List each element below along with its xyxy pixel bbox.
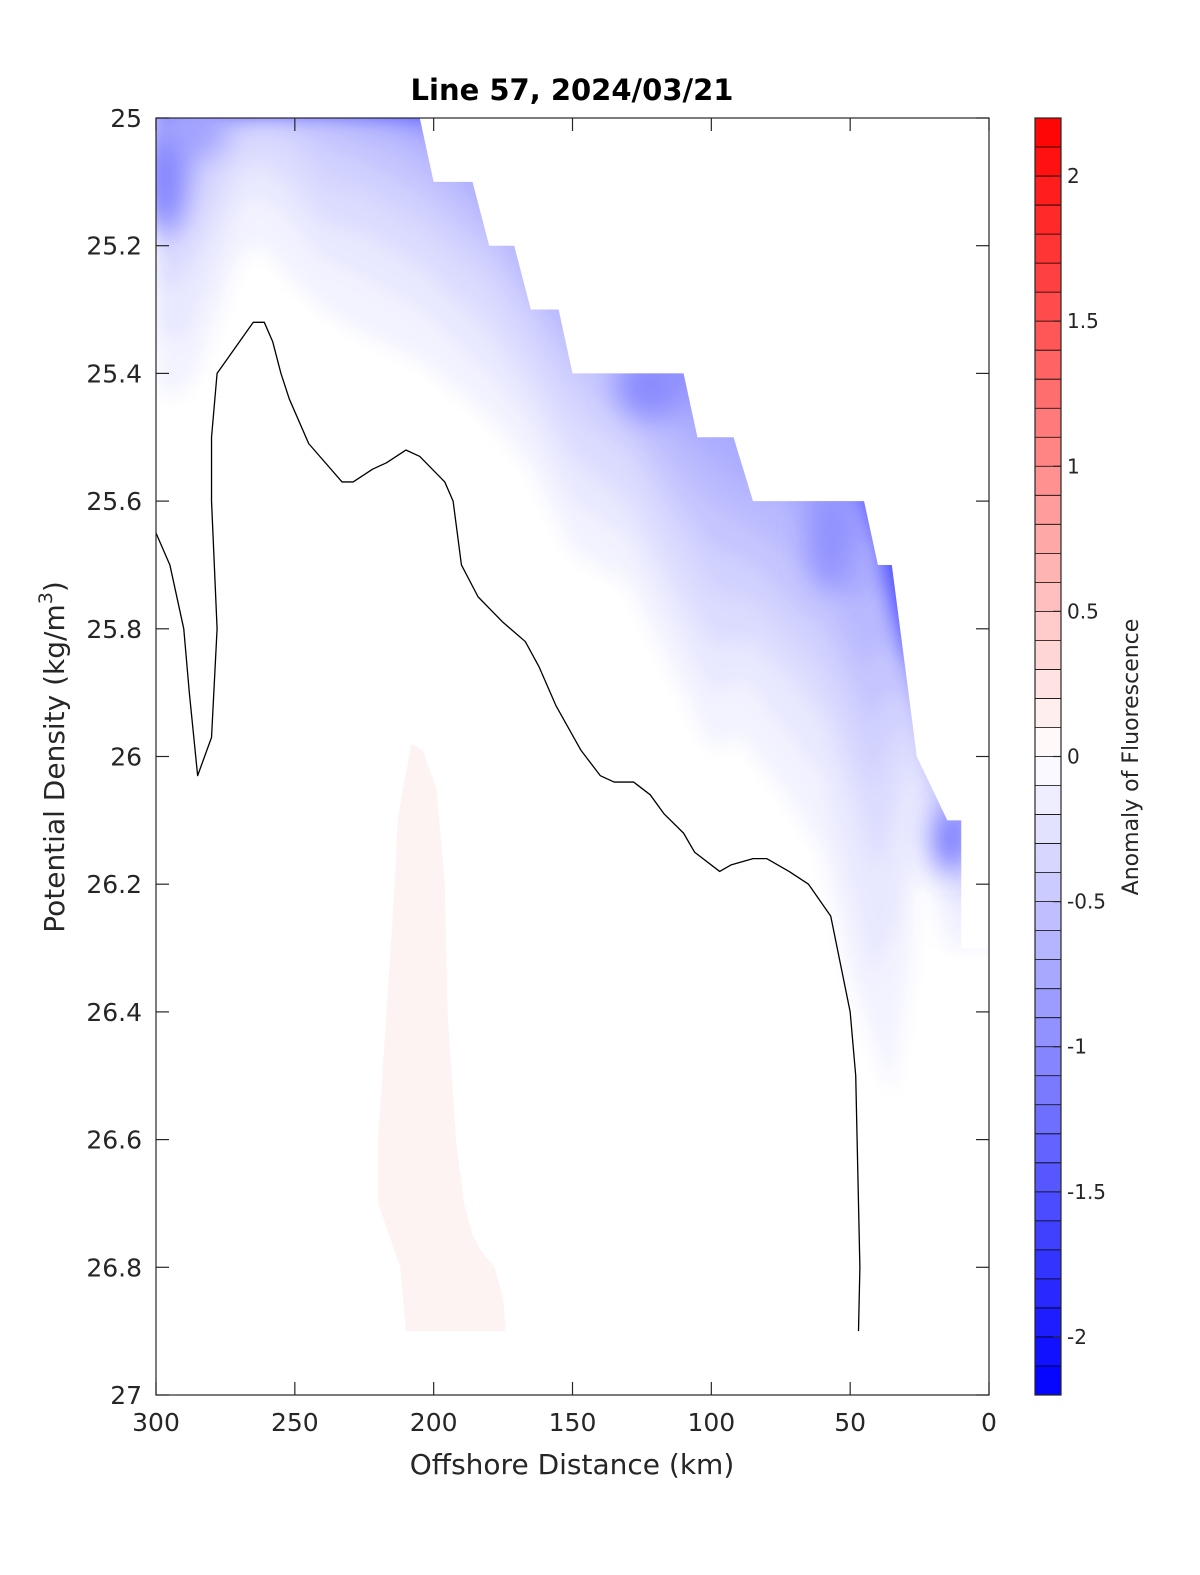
colorbar-tick-label: -2 (1067, 1325, 1087, 1349)
colorbar-swatch (1035, 988, 1061, 1019)
colorbar-swatch (1035, 640, 1061, 670)
x-tick-label: 50 (834, 1408, 866, 1437)
colorbar-tick-label: -0.5 (1067, 890, 1106, 914)
y-tick-label: 25 (110, 104, 142, 133)
colorbar-swatch (1035, 524, 1061, 554)
colorbar-swatch (1035, 147, 1061, 177)
colorbar-tick-label: -1 (1067, 1035, 1087, 1059)
y-tick-label: 26.8 (86, 1253, 142, 1282)
colorbar-swatch (1035, 872, 1061, 902)
colorbar-swatch (1035, 379, 1061, 409)
colorbar-swatch (1035, 466, 1061, 496)
y-axis-label: Potential Density (kg/m3) (35, 581, 71, 933)
colorbar-swatch (1035, 1220, 1061, 1251)
x-tick-label: 150 (549, 1408, 597, 1437)
colorbar-label: Anomaly of Fluorescence (1119, 619, 1144, 896)
colorbar-swatch (1035, 930, 1061, 960)
colorbar-swatch (1035, 437, 1061, 467)
colorbar-swatch (1035, 495, 1061, 525)
colorbar-swatch (1035, 1249, 1061, 1280)
minimum-spot-4 (936, 807, 965, 872)
colorbar-swatch (1035, 843, 1061, 873)
colorbar-tick-label: -1.5 (1067, 1180, 1106, 1204)
colorbar-swatch (1035, 1104, 1061, 1135)
colorbar-swatch (1035, 553, 1061, 583)
colorbar-swatch (1035, 582, 1061, 612)
colorbar-swatch (1035, 611, 1061, 641)
colorbar-tick-label: 2 (1067, 164, 1080, 188)
y-tick-label: 26.2 (86, 870, 142, 899)
x-tick-label: 200 (410, 1408, 458, 1437)
colorbar-swatch (1035, 1075, 1061, 1106)
colorbar-swatch (1035, 1336, 1061, 1367)
colorbar-swatch (1035, 1133, 1061, 1164)
x-tick-label: 100 (687, 1408, 735, 1437)
y-tick-label: 26 (110, 743, 142, 772)
y-tick-label: 25.8 (86, 615, 142, 644)
colorbar-swatch (1035, 1191, 1061, 1222)
colorbar-swatch (1035, 408, 1061, 438)
x-tick-label: 250 (271, 1408, 319, 1437)
colorbar-ticks: -2 -1.5 -1 -0.5 0 0.5 1 1.5 2 (1053, 164, 1106, 1349)
x-axis: 300 250 200 150 100 50 0 (132, 118, 997, 1437)
colorbar-swatch (1035, 1307, 1061, 1338)
colorbar-swatch (1035, 1162, 1061, 1193)
y-tick-label: 26.4 (86, 998, 142, 1027)
y-tick-label: 25.4 (86, 359, 142, 388)
colorbar-swatch (1035, 176, 1061, 206)
y-tick-label: 25.2 (86, 232, 142, 261)
colorbar-tick-label: 0.5 (1067, 599, 1099, 623)
colorbar-swatch (1035, 118, 1061, 148)
colorbar-swatch (1035, 959, 1061, 989)
colorbar-swatch (1035, 263, 1061, 293)
colorbar-swatch (1035, 350, 1061, 380)
y-axis: 25 25.2 25.4 25.6 25.8 26 26.2 26.4 26.6 26.8 27 (86, 104, 989, 1410)
y-tick-label: 27 (110, 1381, 142, 1410)
colorbar-tick-label: 1.5 (1067, 309, 1099, 333)
colorbar-swatch (1035, 292, 1061, 322)
colorbar-swatch (1035, 785, 1061, 815)
colorbar-swatch (1035, 1365, 1061, 1396)
zero-contour-line (156, 321, 861, 1332)
y-tick-label: 26.6 (86, 1126, 142, 1155)
colorbar-tick-label: 1 (1067, 454, 1080, 478)
colorbar-swatch (1035, 698, 1061, 728)
colorbar-swatch (1035, 756, 1061, 786)
colorbar-swatch (1035, 205, 1061, 235)
x-axis-label: Offshore Distance (km) (410, 1448, 735, 1481)
minimum-spot-3 (808, 488, 853, 591)
minimum-spot-1 (158, 118, 226, 157)
colorbar-tick-label: 0 (1067, 745, 1080, 769)
colorbar-swatch (1035, 234, 1061, 264)
x-tick-label: 0 (981, 1408, 997, 1437)
colorbar-swatch (1035, 321, 1061, 351)
zero-contour-layer (156, 321, 861, 1332)
colorbar (1034, 117, 1062, 1396)
colorbar-swatch (1035, 1046, 1061, 1077)
colorbar-swatch (1035, 1017, 1061, 1048)
chart-title: Line 57, 2024/03/21 (411, 73, 734, 107)
x-tick-label: 300 (132, 1408, 180, 1437)
colorbar-swatch (1035, 1278, 1061, 1309)
positive-anomaly-region (378, 743, 506, 1332)
colorbar-swatch (1035, 901, 1061, 931)
colorbar-swatch (1035, 727, 1061, 757)
colorbar-swatch (1035, 669, 1061, 699)
colorbar-swatch (1035, 814, 1061, 844)
y-tick-label: 25.6 (86, 487, 142, 516)
